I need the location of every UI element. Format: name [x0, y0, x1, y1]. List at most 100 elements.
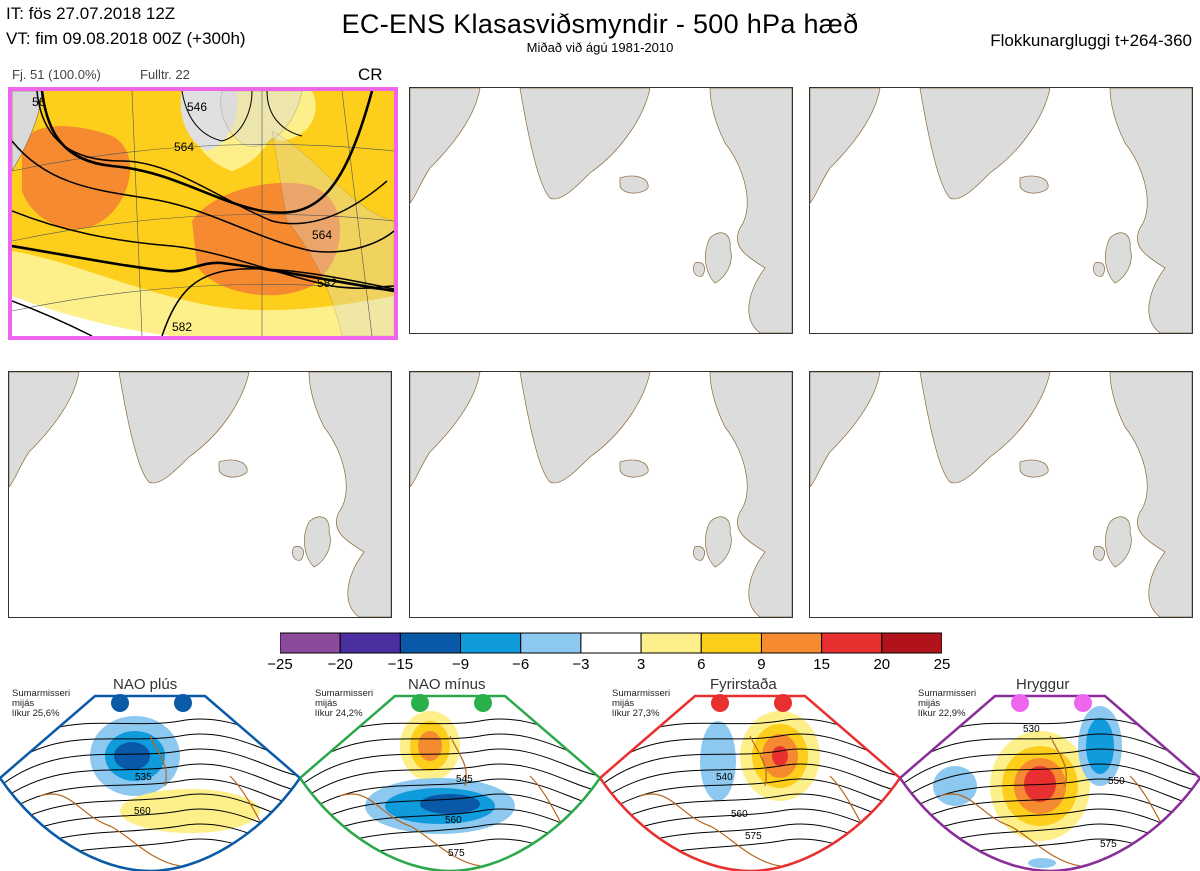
colorbar-tick-label: 20	[873, 656, 891, 673]
land-area	[709, 88, 792, 333]
regime-marker-dot	[174, 694, 192, 712]
cluster-map-5[interactable]	[409, 371, 793, 618]
height-contour	[0, 748, 300, 787]
land-area	[1109, 372, 1192, 617]
anomaly-region	[700, 721, 736, 801]
land-area	[304, 516, 331, 568]
cluster-map-1[interactable]: 546 564 564 582 56 582	[8, 87, 398, 340]
colorbar-segment	[399, 632, 462, 654]
regime-contour-label: 545	[456, 774, 473, 785]
anomaly-region	[418, 731, 442, 761]
regime-contour-label: 575	[745, 831, 762, 842]
land-shapes	[410, 372, 792, 617]
land-shapes	[410, 88, 792, 333]
regime-contour-label: 550	[1108, 776, 1125, 787]
regime-nao-plus[interactable]: 535 560 NAO plús Sumarmisseri mijás líkur 2…	[0, 676, 300, 871]
height-contour	[0, 763, 300, 802]
regime-contour-label: 575	[1100, 839, 1117, 850]
contour-label-564-b: 564	[312, 228, 332, 242]
height-contour	[300, 763, 600, 802]
height-contour	[300, 793, 600, 832]
regime-contour-label: 560	[134, 806, 151, 817]
regime-marker-dot	[711, 694, 729, 712]
land-area	[810, 88, 881, 204]
colorbar-tick-label: 25	[933, 656, 951, 673]
colorbar	[280, 632, 942, 654]
colorbar-tick-label: −3	[572, 656, 590, 673]
regime-marker-dot	[411, 694, 429, 712]
land-area	[308, 372, 391, 617]
cluster-representative-label: Fulltr. 22	[140, 67, 190, 82]
colorbar-tick-label: −25	[267, 656, 293, 673]
cluster-map-3[interactable]	[809, 87, 1193, 334]
land-area	[619, 175, 649, 194]
land-area	[118, 372, 250, 484]
anomaly-region	[772, 746, 788, 766]
land-area	[810, 372, 881, 488]
land-area	[292, 546, 304, 561]
anomaly-region	[1024, 766, 1056, 802]
regime-contour-label: 560	[731, 809, 748, 820]
land-area	[9, 372, 80, 488]
land-area	[410, 372, 481, 488]
land-area	[519, 372, 651, 484]
land-area	[1019, 459, 1049, 478]
regime-marker-dot	[474, 694, 492, 712]
regime-meta: Sumarmisseri mijás líkur 24,2%	[315, 688, 374, 719]
cluster-map-2[interactable]	[409, 87, 793, 334]
regime-contour-label: 540	[716, 772, 733, 783]
land-area	[218, 459, 248, 478]
land-area	[1105, 232, 1132, 284]
height-contour	[300, 778, 600, 817]
regime-ridge-map: 530 550 575	[900, 694, 1200, 871]
contour-label-56: 56	[32, 95, 46, 109]
colorbar-tick-label: 6	[697, 656, 706, 673]
regime-nao-minus-map: 545 560 575	[300, 694, 600, 871]
regime-ridge[interactable]: 530 550 575 Hryggur Sumarmisseri mijás líkur…	[900, 676, 1200, 871]
colorbar-tick-label: 15	[813, 656, 830, 673]
regime-marker-dot	[1011, 694, 1029, 712]
colorbar-tick-label: 9	[757, 656, 766, 673]
height-contour	[600, 763, 900, 802]
land-shapes	[810, 372, 1192, 617]
regime-contour-label: 560	[445, 815, 462, 826]
anomaly-region	[1028, 858, 1056, 868]
land-area	[1093, 546, 1105, 561]
cluster-map-1-svg: 546 564 564 582 56 582	[12, 91, 394, 336]
contour-label-582: 582	[317, 276, 337, 290]
contour-label-582-b: 582	[172, 320, 192, 334]
cluster-map-6[interactable]	[809, 371, 1193, 618]
colorbar-tick-label: −6	[512, 656, 530, 673]
height-contour	[0, 778, 300, 817]
colorbar-segment	[339, 632, 401, 654]
land-area	[693, 546, 705, 561]
land-area	[519, 88, 651, 200]
cluster-map-4[interactable]	[8, 371, 392, 618]
colorbar-segment	[520, 632, 582, 654]
colorbar-segment	[580, 632, 642, 654]
regime-blocking[interactable]: 540 560 575 Fyrirstaða Sumarmisseri mijás lí…	[600, 676, 900, 871]
page-subtitle: Miðað við ágú 1981-2010	[526, 40, 674, 55]
land-area	[705, 232, 732, 284]
anomaly-region	[420, 794, 480, 814]
initial-time: IT: fös 27.07.2018 12Z	[6, 4, 176, 23]
colorbar-tick-label: −9	[451, 656, 470, 673]
regime-contour-label: 535	[135, 772, 152, 783]
regime-meta: Sumarmisseri mijás líkur 27,3%	[612, 688, 671, 719]
height-contour	[0, 793, 300, 832]
contour-label-546: 546	[187, 100, 207, 114]
land-area	[693, 262, 705, 277]
height-contour	[600, 778, 900, 817]
classification-window: Flokkunargluggi t+264-360	[990, 31, 1192, 50]
height-contour	[600, 748, 900, 787]
regime-nao-minus[interactable]: 545 560 575 NAO mínus Sumarmisseri mijás lík…	[300, 676, 600, 871]
anomaly-region	[933, 766, 977, 806]
land-shapes	[810, 88, 1192, 333]
page-title: EC-ENS Klasasviðsmyndir - 500 hPa hæð	[341, 9, 859, 39]
colorbar-tick-label: −15	[387, 656, 414, 673]
cluster-regime-code: CR	[358, 65, 383, 84]
regime-marker-dot	[774, 694, 792, 712]
regime-contour-label: 530	[1023, 724, 1040, 735]
colorbar-segment	[821, 632, 883, 654]
land-area	[410, 88, 481, 204]
